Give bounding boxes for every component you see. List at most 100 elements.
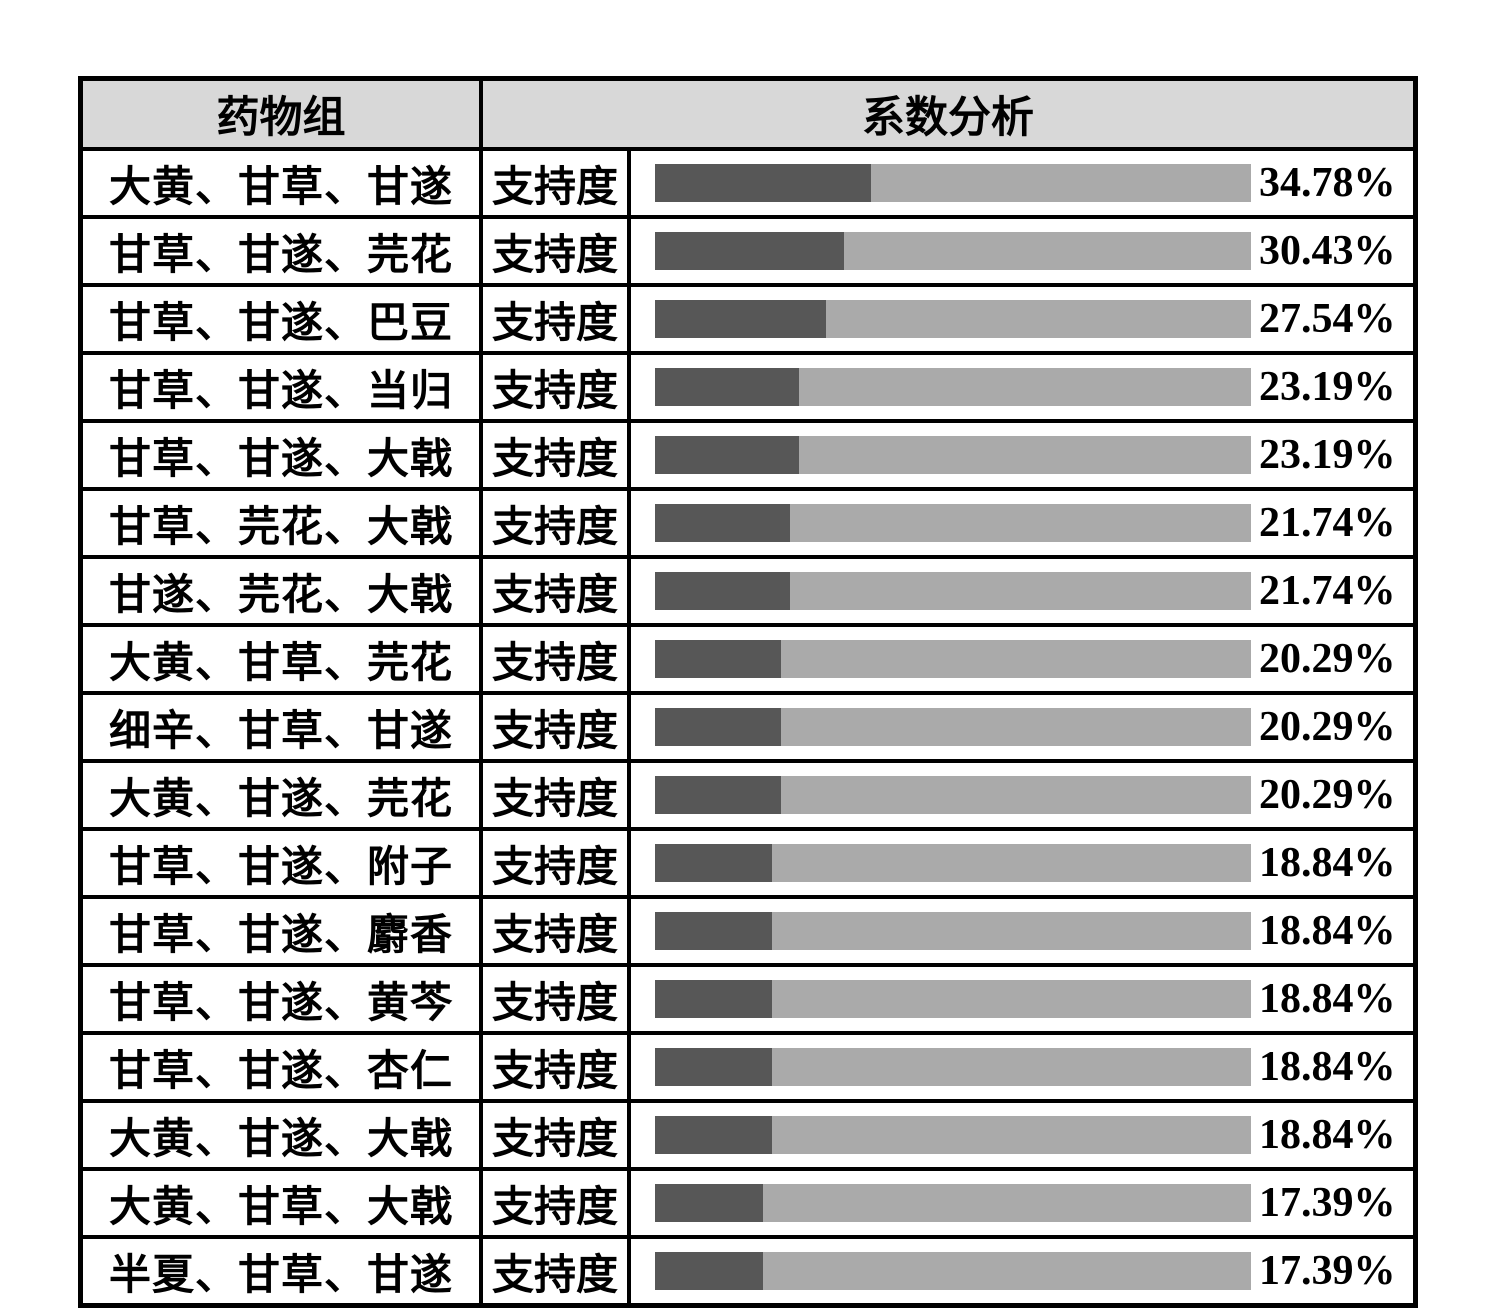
table-header-row: 药物组 系数分析 [83,81,1413,147]
drug-group-cell: 大黄、甘草、芫花 [83,627,483,691]
bar-fill [655,300,826,338]
metric-cell: 支持度 [483,1035,631,1099]
value-label: 18.84% [1259,1044,1396,1090]
bar-track [655,980,1251,1018]
bar-fill [655,912,772,950]
metric-label: 支持度 [491,572,618,619]
drug-group-cell: 甘草、甘遂、黄芩 [83,967,483,1031]
drug-group-label: 半夏、甘草、甘遂 [108,1252,453,1299]
bar-cell: 17.39% [631,1171,1413,1235]
bar-fill [655,368,799,406]
drug-group-cell: 大黄、甘草、甘遂 [83,151,483,215]
metric-label: 支持度 [491,640,618,687]
metric-cell: 支持度 [483,1239,631,1303]
coefficient-analysis-table: 药物组 系数分析 大黄、甘草、甘遂 支持度 34.78% 甘草、甘遂、芫花 支持… [78,76,1418,1308]
value-label: 18.84% [1259,908,1396,954]
table-row: 大黄、甘草、甘遂 支持度 34.78% [83,147,1413,215]
bar-cell: 18.84% [631,831,1413,895]
bar-fill [655,1048,772,1086]
bar-track [655,1048,1251,1086]
drug-group-label: 甘遂、芫花、大戟 [108,572,453,619]
bar-cell: 18.84% [631,899,1413,963]
value-label: 27.54% [1259,296,1396,342]
bar-fill [655,640,781,678]
metric-cell: 支持度 [483,287,631,351]
metric-cell: 支持度 [483,899,631,963]
drug-group-label: 甘草、甘遂、巴豆 [108,300,453,347]
metric-cell: 支持度 [483,627,631,691]
bar-track [655,1184,1251,1222]
bar-fill [655,708,781,746]
value-label: 34.78% [1259,160,1396,206]
drug-group-label: 大黄、甘遂、大戟 [108,1116,453,1163]
bar-fill [655,1184,763,1222]
metric-cell: 支持度 [483,695,631,759]
bar-cell: 20.29% [631,695,1413,759]
bar-track [655,640,1251,678]
table-row: 甘草、甘遂、附子 支持度 18.84% [83,827,1413,895]
table-row: 甘草、甘遂、黄芩 支持度 18.84% [83,963,1413,1031]
drug-group-label: 甘草、甘遂、黄芩 [108,980,453,1027]
metric-label: 支持度 [491,232,618,279]
drug-group-label: 甘草、甘遂、当归 [108,368,453,415]
table-row: 甘草、甘遂、麝香 支持度 18.84% [83,895,1413,963]
metric-cell: 支持度 [483,1171,631,1235]
table-row: 甘草、甘遂、大戟 支持度 23.19% [83,419,1413,487]
value-label: 30.43% [1259,228,1396,274]
metric-cell: 支持度 [483,423,631,487]
value-label: 21.74% [1259,568,1396,614]
bar-track [655,300,1251,338]
value-label: 20.29% [1259,772,1396,818]
value-label: 23.19% [1259,364,1396,410]
metric-label: 支持度 [491,708,618,755]
table-row: 大黄、甘遂、大戟 支持度 18.84% [83,1099,1413,1167]
drug-group-label: 甘草、甘遂、麝香 [108,912,453,959]
metric-cell: 支持度 [483,559,631,623]
metric-cell: 支持度 [483,219,631,283]
bar-cell: 18.84% [631,1035,1413,1099]
bar-fill [655,776,781,814]
table-row: 甘草、甘遂、巴豆 支持度 27.54% [83,283,1413,351]
bar-track [655,1116,1251,1154]
metric-cell: 支持度 [483,763,631,827]
metric-label: 支持度 [491,776,618,823]
bar-track [655,1252,1251,1290]
metric-cell: 支持度 [483,967,631,1031]
value-label: 18.84% [1259,840,1396,886]
drug-group-cell: 甘草、甘遂、巴豆 [83,287,483,351]
drug-group-label: 甘草、甘遂、杏仁 [108,1048,453,1095]
drug-group-label: 甘草、甘遂、大戟 [108,436,453,483]
table-row: 细辛、甘草、甘遂 支持度 20.29% [83,691,1413,759]
header-cell-coefficient-analysis: 系数分析 [483,81,1413,147]
bar-track [655,368,1251,406]
drug-group-label: 大黄、甘草、甘遂 [108,164,453,211]
drug-group-cell: 大黄、甘遂、芫花 [83,763,483,827]
bar-track [655,708,1251,746]
metric-cell: 支持度 [483,1103,631,1167]
value-label: 18.84% [1259,976,1396,1022]
drug-group-label: 大黄、甘遂、芫花 [108,776,453,823]
metric-label: 支持度 [491,436,618,483]
metric-label: 支持度 [491,300,618,347]
bar-fill [655,980,772,1018]
metric-label: 支持度 [491,1184,618,1231]
metric-label: 支持度 [491,1116,618,1163]
header-cell-drug-group: 药物组 [83,81,483,147]
metric-label: 支持度 [491,1048,618,1095]
table-row: 甘草、芫花、大戟 支持度 21.74% [83,487,1413,555]
drug-group-label: 细辛、甘草、甘遂 [108,708,453,755]
bar-track [655,436,1251,474]
bar-track [655,572,1251,610]
metric-label: 支持度 [491,980,618,1027]
bar-cell: 17.39% [631,1239,1413,1303]
table-row: 甘草、甘遂、当归 支持度 23.19% [83,351,1413,419]
drug-group-cell: 甘遂、芫花、大戟 [83,559,483,623]
value-label: 17.39% [1259,1180,1396,1226]
drug-group-cell: 甘草、甘遂、麝香 [83,899,483,963]
bar-cell: 21.74% [631,491,1413,555]
metric-cell: 支持度 [483,355,631,419]
drug-group-label: 甘草、甘遂、附子 [108,844,453,891]
metric-label: 支持度 [491,912,618,959]
value-label: 18.84% [1259,1112,1396,1158]
bar-cell: 30.43% [631,219,1413,283]
